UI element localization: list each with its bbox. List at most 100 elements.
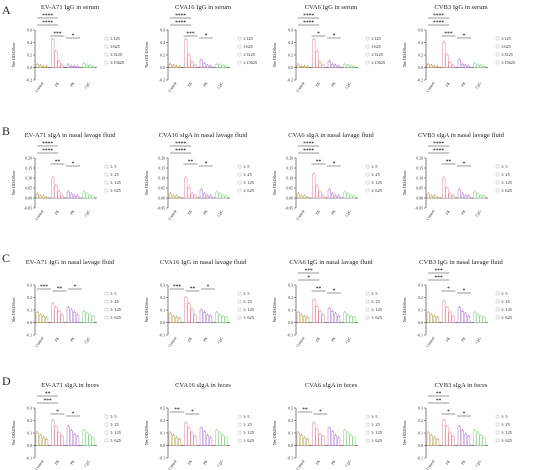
bar [209, 65, 213, 68]
data-point [483, 64, 485, 66]
bar [60, 314, 64, 323]
data-point [52, 418, 54, 420]
chart-panel: CVB3 sIgA in feces Net OD450nm -0.1 0.0 0.1 0… [402, 382, 512, 470]
legend-swatch [104, 307, 109, 312]
data-point [480, 314, 482, 316]
bar [60, 64, 64, 68]
data-point [347, 192, 349, 194]
data-point [191, 60, 193, 62]
data-point [225, 194, 227, 196]
bar [174, 65, 179, 68]
significance-stars: **** [175, 141, 186, 147]
bar [66, 191, 70, 199]
data-point [77, 434, 79, 437]
legend-swatch [104, 414, 109, 419]
legend-swatch [365, 291, 370, 296]
significance-stars: ** [302, 407, 308, 413]
data-point [334, 63, 337, 66]
bar [333, 65, 338, 68]
bar [442, 42, 446, 68]
data-point [73, 310, 76, 312]
data-point [449, 310, 451, 312]
data-point [83, 61, 85, 64]
bar [209, 315, 213, 323]
y-tick-label: 0.05 [25, 187, 32, 191]
x-tick-label: FK [445, 81, 451, 87]
x-tick-label: CpG [475, 459, 483, 467]
legend-label: 1: 25 [371, 172, 380, 177]
data-point [61, 434, 63, 437]
bar [463, 313, 468, 323]
data-point [58, 431, 60, 433]
data-point [319, 432, 321, 434]
data-point [449, 192, 451, 194]
bar [51, 177, 55, 199]
y-axis-label: Net OD450nm [11, 42, 16, 68]
legend-label: 1: 25 [501, 172, 510, 177]
data-point [210, 436, 212, 438]
bar [187, 54, 191, 68]
data-point [216, 310, 218, 312]
bar [327, 189, 331, 199]
legend-label: 1: 625 [110, 315, 121, 320]
bar [321, 314, 325, 323]
data-point [219, 63, 221, 65]
bar [473, 430, 477, 446]
legend-label: 1: 125 [110, 430, 121, 435]
data-point [185, 37, 187, 39]
bar [91, 65, 95, 68]
bar [215, 312, 219, 323]
legend-swatch [104, 60, 109, 65]
bar [432, 195, 437, 199]
bar [330, 310, 335, 323]
x-tick-label: FK [54, 336, 60, 342]
legend-label: 1: 25 [243, 422, 252, 427]
chart-panel: CVA6 sIgA in feces Net OD450nm -0.1 0.0 0.1 0… [272, 382, 382, 470]
legend-swatch [237, 307, 242, 312]
data-point [219, 313, 221, 315]
legend-swatch [237, 60, 242, 65]
bar [467, 195, 471, 199]
data-point [350, 314, 352, 316]
y-tick-label: 0.10 [416, 177, 423, 181]
legend-swatch [104, 164, 109, 169]
legend-swatch [495, 164, 500, 169]
data-point [446, 186, 448, 188]
data-point [443, 299, 445, 301]
legend-swatch [237, 430, 242, 435]
bar [476, 314, 480, 323]
bar [205, 314, 210, 323]
data-point [464, 432, 467, 434]
legend-swatch [237, 414, 242, 419]
bar [168, 432, 172, 446]
data-point [328, 59, 330, 61]
x-tick-label: Control [296, 209, 306, 221]
y-tick-label: 0.2 [418, 419, 423, 423]
y-tick-label: 0.15 [286, 167, 293, 171]
bar [346, 193, 350, 199]
x-tick-label: FK [315, 336, 321, 342]
bar [349, 65, 353, 68]
data-point [449, 431, 451, 433]
significance-stars: **** [42, 148, 53, 154]
y-tick-label: 0.2 [418, 54, 423, 58]
significance-stars: **** [303, 148, 314, 154]
data-point [191, 431, 193, 433]
legend-label: 1: 5 [110, 164, 117, 169]
bar [432, 437, 437, 446]
legend-swatch [237, 299, 242, 304]
data-point [219, 192, 221, 194]
bar [54, 185, 58, 199]
bar [343, 430, 347, 446]
y-tick-label: 0.3 [27, 407, 32, 411]
bar [88, 435, 92, 446]
legend-swatch [237, 180, 242, 185]
bar [184, 297, 188, 323]
y-axis-label: Net OD450nm [272, 42, 277, 68]
legend-label: 1: 5 [501, 164, 508, 169]
significance-stars: ** [57, 286, 63, 292]
bar [343, 191, 347, 199]
chart-title: CVA16 sIgA in nasal lavage fluid [159, 132, 248, 139]
significance-stars: **** [433, 141, 444, 147]
